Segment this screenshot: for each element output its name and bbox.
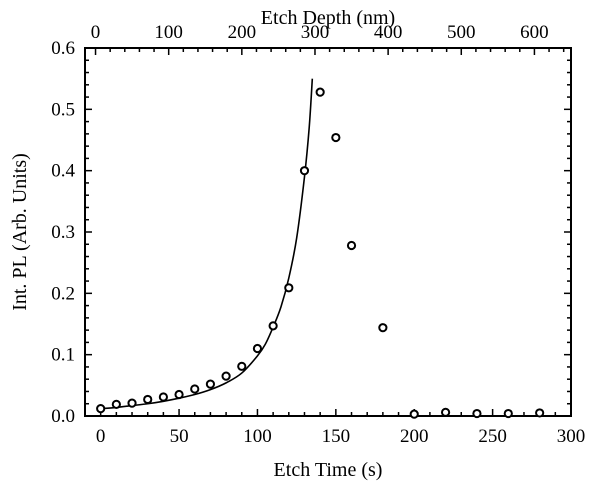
- y-tick-label: 0.2: [51, 283, 75, 304]
- x-tick-label: 150: [322, 426, 351, 447]
- data-point: [127, 398, 137, 408]
- y-tick-label: 0.5: [51, 99, 75, 120]
- data-point: [535, 408, 545, 418]
- x-axis-title: Etch Time (s): [274, 459, 383, 481]
- data-point: [315, 87, 325, 97]
- data-point: [346, 240, 357, 251]
- y-tick-labels: 0.0 0.1 0.2 0.3 0.4 0.5 0.6: [51, 38, 75, 427]
- y-axis-title: Int. PL (Arb. Units): [9, 153, 31, 311]
- x-tick-label: 100: [243, 426, 272, 447]
- data-point: [299, 166, 310, 176]
- y-tick-label: 0.6: [51, 38, 75, 59]
- data-point: [111, 399, 121, 409]
- data-point: [331, 132, 341, 143]
- data-point: [96, 404, 106, 414]
- x2-tick-label: 300: [301, 22, 330, 43]
- data-points: [96, 87, 545, 419]
- x-tick-label: 50: [170, 426, 189, 447]
- data-point: [409, 409, 419, 419]
- y-tick-label: 0.1: [51, 345, 75, 366]
- fit-curve-group: [100, 78, 314, 410]
- x-tick-labels: 0 50 100 150 200 250 300: [96, 426, 585, 447]
- x-tick-label: 300: [557, 426, 586, 447]
- x2-tick-label: 600: [520, 22, 549, 43]
- x2-tick-label: 100: [154, 22, 183, 43]
- data-point: [440, 407, 451, 417]
- y-tick-label: 0.4: [51, 161, 75, 182]
- data-point: [472, 408, 482, 419]
- data-point: [205, 379, 216, 389]
- data-point: [378, 323, 388, 333]
- y-tick-label: 0.0: [51, 406, 75, 427]
- x-tick-label: 250: [478, 426, 507, 447]
- x-tick-label: 0: [96, 426, 106, 447]
- x2-tick-label: 500: [447, 22, 476, 43]
- plot-frame: [84, 47, 572, 417]
- data-point: [221, 371, 231, 381]
- data-point: [252, 343, 263, 354]
- data-point: [284, 283, 294, 293]
- data-point: [503, 408, 513, 419]
- data-point: [143, 394, 153, 405]
- x2-tick-labels: 0 100 200 300 400 500 600: [91, 22, 549, 43]
- x2-tick-label: 200: [228, 22, 257, 43]
- data-point: [190, 384, 200, 394]
- fit-curve: [100, 78, 314, 410]
- x2-tick-label: 400: [374, 22, 403, 43]
- y-tick-label: 0.3: [51, 222, 75, 243]
- data-point: [268, 321, 278, 331]
- tick-marks: [85, 47, 572, 417]
- x2-axis-title: Etch Depth (nm): [261, 7, 395, 29]
- data-point: [158, 392, 168, 402]
- data-point: [174, 389, 184, 400]
- x-tick-label: 200: [400, 426, 429, 447]
- data-point: [237, 361, 247, 371]
- x2-tick-label: 0: [91, 22, 101, 43]
